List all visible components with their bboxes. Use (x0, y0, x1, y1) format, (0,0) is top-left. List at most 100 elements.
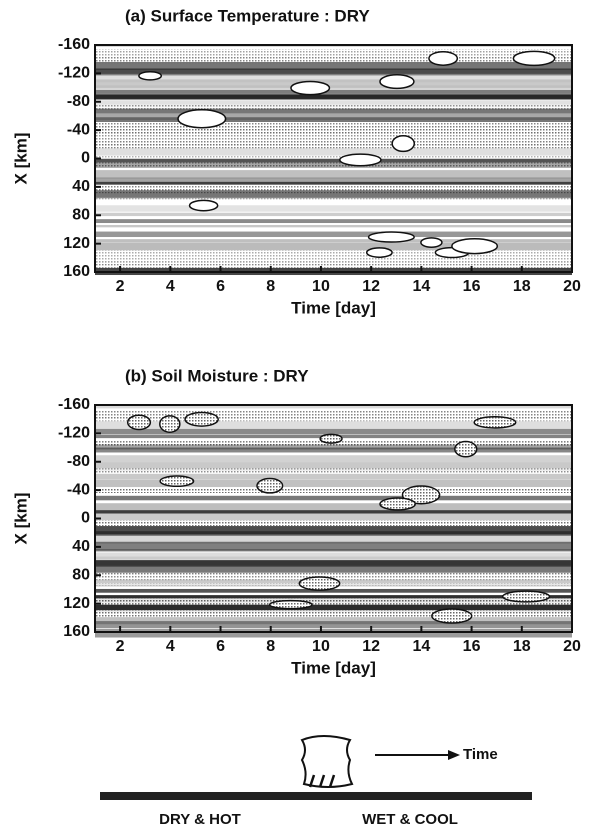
band (95, 513, 572, 523)
contour (401, 485, 441, 505)
band (95, 560, 572, 567)
band (95, 455, 572, 463)
band (95, 126, 572, 135)
contour (420, 237, 443, 248)
y-tick-label: -160 (58, 36, 90, 53)
contour (501, 590, 551, 603)
panel-title: (b) Soil Moisture : DRY (125, 366, 309, 385)
band (95, 405, 572, 409)
x-tick-label: 10 (312, 278, 330, 295)
schematic: Time DRY & HOT WET & COOL (100, 735, 532, 828)
band (95, 186, 572, 194)
panel: (a) Surface Temperature : DRY 2 4 6 8 10 12 14 1… (11, 6, 581, 317)
x-tick-label: 8 (266, 278, 275, 295)
band (95, 205, 572, 212)
band (95, 531, 572, 536)
band (95, 256, 572, 265)
time-label: Time (463, 746, 498, 763)
band (95, 541, 572, 550)
y-tick-label: -80 (67, 93, 90, 110)
contour (184, 411, 219, 427)
y-axis-label: X [km] (11, 133, 30, 185)
y-tick-label: 120 (63, 235, 90, 252)
band (95, 55, 572, 64)
band (95, 61, 572, 70)
wet-label: WET & COOL (362, 811, 458, 828)
y-tick-label: -120 (58, 425, 90, 442)
y-tick-label: -80 (67, 453, 90, 470)
band (95, 566, 572, 574)
band (95, 444, 572, 450)
band (95, 535, 572, 544)
band (95, 104, 572, 111)
contour (379, 74, 415, 90)
band (95, 520, 572, 526)
rain (308, 774, 336, 788)
band (95, 468, 572, 473)
band (95, 610, 572, 618)
x-tick-label: 6 (216, 278, 225, 295)
contour (159, 475, 195, 488)
panel: (b) Soil Moisture : DRY 2 4 6 8 10 12 14 16 18 20 -… (11, 366, 581, 677)
contour (512, 50, 556, 67)
x-tick-label: 14 (412, 278, 430, 295)
band (95, 552, 572, 560)
contour (391, 134, 416, 153)
band (95, 261, 572, 270)
contour (126, 414, 152, 431)
band (95, 526, 572, 535)
contour (379, 497, 416, 511)
x-tick-label: 18 (513, 278, 531, 295)
x-tick-label: 16 (463, 278, 481, 295)
x-tick-label: 4 (166, 278, 175, 295)
y-tick-label: 160 (63, 263, 90, 280)
contour (256, 477, 284, 494)
x-axis-label: Time [day] (291, 298, 376, 317)
band (95, 148, 572, 156)
arrow-head (448, 750, 460, 760)
contour (319, 433, 343, 444)
contour (428, 51, 459, 66)
y-tick-label: 80 (72, 206, 90, 223)
band (95, 421, 572, 429)
band (95, 100, 572, 108)
y-tick-label: 40 (72, 538, 90, 555)
contour (290, 80, 331, 96)
band (95, 73, 572, 83)
y-axis-label: X [km] (11, 493, 30, 545)
contour (339, 153, 382, 167)
contour (451, 238, 499, 255)
band (95, 155, 572, 158)
x-tick-label: 8 (266, 638, 275, 655)
band (95, 628, 572, 638)
band (95, 108, 572, 117)
x-tick-label: 18 (513, 638, 531, 655)
band (95, 549, 572, 552)
contour (138, 71, 163, 81)
contour (177, 109, 227, 129)
contour (454, 440, 478, 458)
band (95, 94, 572, 100)
x-tick-label: 4 (166, 638, 175, 655)
cloud (300, 735, 354, 788)
band (95, 479, 572, 488)
band (95, 447, 572, 453)
contour (431, 608, 473, 624)
y-tick-label: -40 (67, 121, 90, 138)
band (95, 598, 572, 606)
band (95, 239, 572, 243)
panel-title: (a) Surface Temperature : DRY (125, 6, 370, 25)
x-tick-label: 6 (216, 638, 225, 655)
x-tick-label: 2 (116, 278, 125, 295)
band (95, 177, 572, 185)
band (95, 143, 572, 150)
x-axis-label: Time [day] (291, 658, 376, 677)
band (95, 181, 572, 185)
x-tick-label: 16 (463, 638, 481, 655)
band (95, 588, 572, 593)
y-tick-label: 0 (81, 150, 90, 167)
band (95, 604, 572, 613)
contour (367, 231, 415, 243)
band (95, 231, 572, 238)
